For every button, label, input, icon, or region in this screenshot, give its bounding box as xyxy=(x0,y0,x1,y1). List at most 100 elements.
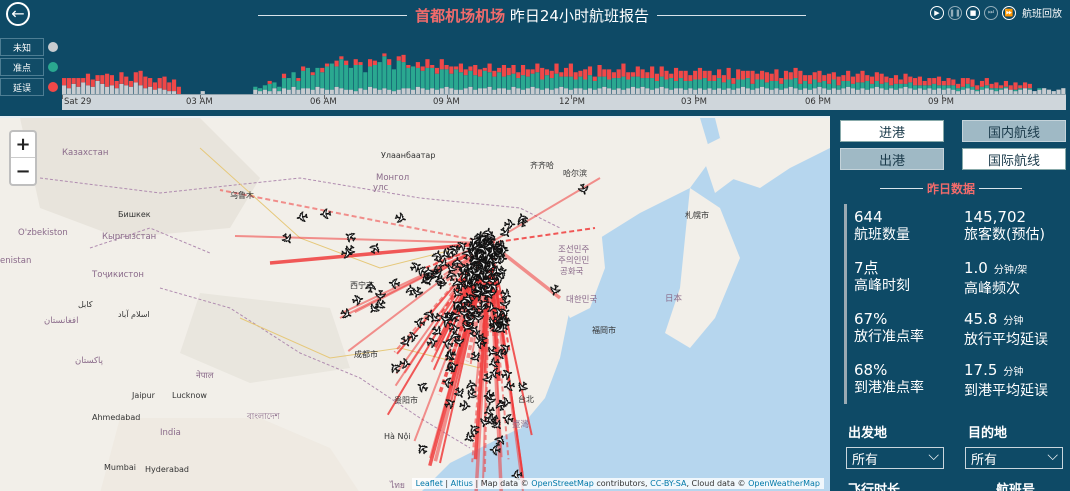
zoom-out-button[interactable]: − xyxy=(15,160,31,182)
plane-icon[interactable]: ✈ xyxy=(462,265,477,284)
plane-icon[interactable]: ✈ xyxy=(503,217,516,234)
plane-icon[interactable]: ✈ xyxy=(429,248,448,264)
plane-icon[interactable]: ✈ xyxy=(492,242,508,261)
plane-icon[interactable]: ✈ xyxy=(443,267,462,283)
pause-icon[interactable]: ❚❚ xyxy=(948,5,962,20)
plane-icon[interactable]: ✈ xyxy=(426,266,446,283)
plane-icon[interactable]: ✈ xyxy=(481,253,501,270)
plane-icon[interactable]: ✈ xyxy=(472,300,490,315)
plane-icon[interactable]: ✈ xyxy=(491,304,506,323)
plane-icon[interactable]: ✈ xyxy=(371,289,388,302)
plane-icon[interactable]: ✈ xyxy=(485,243,502,256)
plane-icon[interactable]: ✈ xyxy=(484,243,503,258)
plane-icon[interactable]: ✈ xyxy=(449,334,467,349)
plane-icon[interactable]: ✈ xyxy=(467,243,481,260)
plane-icon[interactable]: ✈ xyxy=(339,245,354,263)
plane-icon[interactable]: ✈ xyxy=(387,273,402,292)
plane-icon[interactable]: ✈ xyxy=(483,229,496,246)
skip-end-icon[interactable]: ⏭ xyxy=(984,5,998,20)
plane-icon[interactable]: ✈ xyxy=(465,238,479,256)
owm-link[interactable]: OpenWeatherMap xyxy=(748,479,820,488)
plane-icon[interactable]: ✈ xyxy=(397,356,412,374)
flight-histogram[interactable] xyxy=(62,36,1066,94)
plane-icon[interactable]: ✈ xyxy=(482,232,499,245)
plane-icon[interactable]: ✈ xyxy=(489,320,502,337)
leaflet-link[interactable]: Leaflet xyxy=(415,479,443,488)
toggle-domestic[interactable]: 国内航线 xyxy=(962,120,1066,142)
plane-icon[interactable]: ✈ xyxy=(477,267,495,281)
plane-icon[interactable]: ✈ xyxy=(471,229,490,245)
plane-icon[interactable]: ✈ xyxy=(463,266,478,285)
plane-icon[interactable]: ✈ xyxy=(440,372,456,391)
plane-icon[interactable]: ✈ xyxy=(482,228,502,245)
plane-icon[interactable]: ✈ xyxy=(318,204,332,222)
plane-icon[interactable]: ✈ xyxy=(424,334,441,354)
osm-link[interactable]: OpenStreetMap xyxy=(531,479,594,488)
plane-icon[interactable]: ✈ xyxy=(497,243,510,260)
plane-icon[interactable]: ✈ xyxy=(495,296,514,312)
plane-icon[interactable]: ✈ xyxy=(476,264,493,284)
plane-icon[interactable]: ✈ xyxy=(479,249,493,266)
plane-icon[interactable]: ✈ xyxy=(475,283,489,301)
fast-forward-icon[interactable]: ⏩ xyxy=(1002,5,1016,20)
plane-icon[interactable]: ✈ xyxy=(472,278,488,297)
plane-icon[interactable]: ✈ xyxy=(498,395,512,413)
plane-icon[interactable]: ✈ xyxy=(476,273,495,288)
plane-icon[interactable]: ✈ xyxy=(513,210,533,227)
map-canvas[interactable]: ✈✈✈✈✈✈✈✈ ✈✈✈✈✈✈✈✈✈✈✈✈✈✈✈✈✈✈✈✈✈✈✈✈✈✈✈✈✈✈✈✈… xyxy=(0,118,830,491)
plane-icon[interactable]: ✈ xyxy=(479,244,494,263)
plane-icon[interactable]: ✈ xyxy=(464,305,478,323)
plane-icon[interactable]: ✈ xyxy=(471,236,489,250)
plane-icon[interactable]: ✈ xyxy=(392,209,409,229)
plane-icon[interactable]: ✈ xyxy=(488,363,502,381)
plane-icon[interactable]: ✈ xyxy=(412,312,427,331)
plane-icon[interactable]: ✈ xyxy=(456,294,474,309)
plane-icon[interactable]: ✈ xyxy=(445,358,462,378)
plane-icon[interactable]: ✈ xyxy=(489,267,502,284)
plane-icon[interactable]: ✈ xyxy=(435,310,454,326)
plane-icon[interactable]: ✈ xyxy=(495,251,508,268)
plane-icon[interactable]: ✈ xyxy=(481,385,497,404)
plane-icon[interactable]: ✈ xyxy=(479,225,498,241)
plane-markers[interactable]: ✈✈✈✈✈✈✈✈ ✈✈✈✈✈✈✈✈✈✈✈✈✈✈✈✈✈✈✈✈✈✈✈✈✈✈✈✈✈✈✈✈… xyxy=(276,181,592,483)
time-axis[interactable]: Sat 29 03 AM 06 AM 09 AM 12 PM 03 PM 06 … xyxy=(62,94,1066,110)
plane-icon[interactable]: ✈ xyxy=(478,252,498,269)
plane-icon[interactable]: ✈ xyxy=(476,267,492,286)
plane-icon[interactable]: ✈ xyxy=(499,365,516,385)
plane-icon[interactable]: ✈ xyxy=(472,333,488,352)
toggle-international[interactable]: 国际航线 xyxy=(962,148,1066,170)
plane-icon[interactable]: ✈ xyxy=(457,260,473,279)
plane-icon[interactable]: ✈ xyxy=(473,266,492,282)
legend-unknown[interactable]: 未知 xyxy=(0,38,60,56)
plane-icon[interactable]: ✈ xyxy=(483,273,501,287)
plane-icon[interactable]: ✈ xyxy=(467,306,486,322)
plane-icon[interactable]: ✈ xyxy=(471,242,488,255)
plane-icon[interactable]: ✈ xyxy=(481,285,500,300)
plane-icon[interactable]: ✈ xyxy=(513,213,533,230)
plane-icon[interactable]: ✈ xyxy=(495,241,510,259)
plane-icon[interactable]: ✈ xyxy=(480,279,494,297)
plane-icon[interactable]: ✈ xyxy=(457,398,472,417)
plane-icon[interactable]: ✈ xyxy=(350,291,366,310)
plane-icon[interactable]: ✈ xyxy=(482,241,499,254)
plane-icon[interactable]: ✈ xyxy=(479,287,499,304)
plane-icon[interactable]: ✈ xyxy=(481,250,495,267)
plane-icon[interactable]: ✈ xyxy=(407,284,427,301)
plane-icon[interactable]: ✈ xyxy=(486,262,502,281)
plane-icon[interactable]: ✈ xyxy=(450,256,467,269)
plane-icon[interactable]: ✈ xyxy=(446,327,466,344)
plane-icon[interactable]: ✈ xyxy=(492,397,511,413)
plane-icon[interactable]: ✈ xyxy=(501,376,517,395)
plane-icon[interactable]: ✈ xyxy=(476,243,492,262)
plane-icon[interactable]: ✈ xyxy=(466,252,486,269)
zoom-in-button[interactable]: + xyxy=(11,132,35,158)
plane-icon[interactable]: ✈ xyxy=(482,238,502,255)
flight-map[interactable]: ✈ ✈ ✈ ✈ ✈ ✈ ✈ ✈ ✈ ✈ ✈ ✈ ✈ ✈ ✈ ✈ ✈ ✈ ✈ ✈ ✈ ✈ ✈ ✈ ✈ ✈ ✈ ✈ ✈ ✈ ✈ ✈ ✈ ✈ ✈ ✈ ✈ ✈ ✈ ✈… xyxy=(0,116,830,491)
plane-icon[interactable]: ✈ xyxy=(491,271,507,290)
plane-icon[interactable]: ✈ xyxy=(463,377,482,393)
plane-icon[interactable]: ✈ xyxy=(494,314,509,333)
toggle-arrivals[interactable]: 进港 xyxy=(840,120,944,142)
plane-icon[interactable]: ✈ xyxy=(473,256,493,274)
plane-icon[interactable]: ✈ xyxy=(544,281,564,298)
plane-icon[interactable]: ✈ xyxy=(475,237,495,254)
